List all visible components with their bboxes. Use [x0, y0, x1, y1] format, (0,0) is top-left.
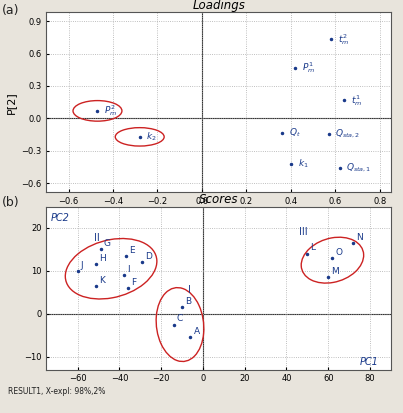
Text: $P^2_m$: $P^2_m$: [104, 103, 117, 119]
Text: $t^1_m$: $t^1_m$: [351, 93, 362, 107]
Text: E: E: [129, 246, 135, 254]
Text: $t^2_m$: $t^2_m$: [338, 32, 349, 47]
Text: A: A: [193, 327, 200, 336]
Text: N: N: [356, 233, 363, 242]
Text: RESULT1, X-expl: 98%,2%: RESULT1, X-expl: 98%,2%: [8, 387, 106, 396]
Text: $Q_{sta,1}$: $Q_{sta,1}$: [347, 162, 372, 174]
Text: $k_2$: $k_2$: [146, 131, 157, 143]
Text: II: II: [94, 233, 100, 243]
Text: III: III: [299, 227, 307, 237]
Text: K: K: [100, 275, 106, 285]
Title: Loadings: Loadings: [192, 0, 245, 12]
Text: PC1: PC1: [359, 358, 378, 368]
Text: I: I: [127, 265, 129, 274]
Text: $Q_t$: $Q_t$: [289, 126, 301, 139]
Text: C: C: [177, 314, 183, 323]
Text: $Q_{sta,2}$: $Q_{sta,2}$: [335, 128, 361, 140]
Text: D: D: [145, 252, 152, 261]
X-axis label: P[1]: P[1]: [207, 211, 230, 221]
Text: $P^1_m$: $P^1_m$: [302, 60, 315, 75]
Title: Scores: Scores: [199, 194, 239, 206]
Y-axis label: P[2]: P[2]: [6, 91, 16, 114]
Text: I: I: [188, 285, 191, 294]
Text: O: O: [336, 248, 343, 257]
Text: M: M: [331, 267, 339, 276]
Text: (b): (b): [2, 196, 20, 209]
Text: G: G: [104, 239, 111, 248]
Text: F: F: [131, 278, 136, 287]
Text: J: J: [81, 261, 83, 270]
Text: $k_1$: $k_1$: [297, 158, 308, 170]
Text: B: B: [185, 297, 191, 306]
Text: L: L: [310, 243, 316, 252]
Text: H: H: [100, 254, 106, 263]
Text: (a): (a): [2, 4, 19, 17]
Text: PC2: PC2: [50, 213, 69, 223]
